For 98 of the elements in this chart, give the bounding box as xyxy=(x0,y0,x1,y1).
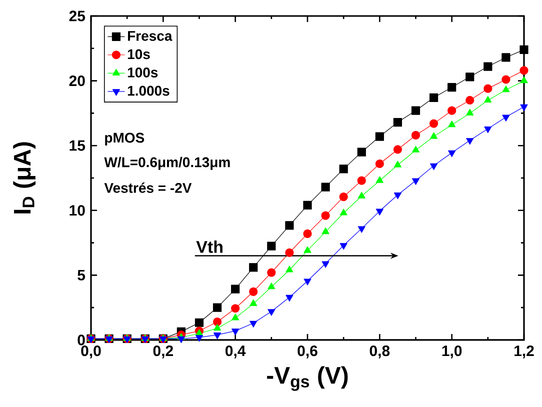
point xyxy=(268,309,276,316)
point xyxy=(466,96,474,105)
x-tick-label: 0,2 xyxy=(153,346,173,358)
point xyxy=(322,227,330,234)
point xyxy=(429,93,438,102)
point xyxy=(357,176,366,185)
point xyxy=(520,104,528,112)
point xyxy=(285,248,294,257)
point xyxy=(357,148,366,156)
point xyxy=(267,268,276,277)
point xyxy=(394,160,402,168)
annotation: Vestrés = -2V xyxy=(104,182,192,193)
point xyxy=(250,299,258,306)
legend-label: 10s xyxy=(128,49,150,60)
point xyxy=(484,126,492,134)
point xyxy=(448,106,456,115)
point xyxy=(303,229,312,238)
point xyxy=(358,192,366,198)
point xyxy=(412,178,420,185)
point xyxy=(232,328,240,336)
point xyxy=(177,336,185,343)
point xyxy=(340,243,348,250)
annotation: pMOS xyxy=(105,132,144,146)
point xyxy=(466,108,474,116)
y-tick-label: 20 xyxy=(69,75,85,86)
point xyxy=(411,106,420,115)
y-tick-label: 10 xyxy=(70,205,85,216)
y-tick-label: 15 xyxy=(70,140,86,151)
point xyxy=(250,320,258,328)
point xyxy=(520,66,528,75)
point xyxy=(502,53,510,62)
point xyxy=(195,335,204,342)
point xyxy=(358,226,366,233)
point xyxy=(249,287,258,296)
point xyxy=(376,176,384,183)
point xyxy=(321,182,330,192)
legend-label: Fresca xyxy=(128,31,172,41)
y-axis-title: I$_{D}$ (μA) xyxy=(13,142,36,214)
point xyxy=(520,76,528,84)
point xyxy=(232,314,240,320)
x-tick-label: 1,2 xyxy=(514,346,534,358)
point xyxy=(502,86,510,92)
point xyxy=(502,114,510,122)
y-tick-label: 25 xyxy=(69,10,86,22)
x-tick-label: 1,0 xyxy=(442,346,462,358)
point xyxy=(466,72,474,82)
annotation: Vth xyxy=(196,240,222,253)
point xyxy=(466,138,474,145)
point xyxy=(448,150,456,158)
point xyxy=(412,146,420,152)
point xyxy=(484,84,492,93)
legend-label: 1.000s xyxy=(128,86,170,96)
point xyxy=(339,192,348,202)
annotation: W/L=0.6μm/0.13μm xyxy=(104,156,230,170)
point xyxy=(394,192,402,200)
point xyxy=(304,246,312,253)
point xyxy=(267,242,276,250)
y-tick-label: 5 xyxy=(78,270,86,280)
point xyxy=(502,75,510,84)
point xyxy=(339,164,348,174)
point xyxy=(393,118,402,127)
point xyxy=(231,284,240,294)
x-tick-label: 0,8 xyxy=(370,346,390,358)
legend-label: 100s xyxy=(128,68,158,78)
point xyxy=(411,130,420,140)
point xyxy=(430,132,438,139)
point xyxy=(484,96,492,103)
point xyxy=(285,221,294,230)
point xyxy=(304,278,312,286)
point xyxy=(448,120,456,128)
point xyxy=(393,145,402,154)
y-tick-label: 0 xyxy=(78,334,85,346)
point xyxy=(484,62,492,71)
point xyxy=(249,263,258,272)
point xyxy=(303,200,312,210)
point xyxy=(231,304,240,313)
point xyxy=(375,132,384,141)
x-tick-label: 0,0 xyxy=(81,346,101,358)
point xyxy=(286,294,294,302)
point xyxy=(214,332,222,340)
point xyxy=(448,82,456,92)
x-tick-label: 0,4 xyxy=(226,346,246,358)
point xyxy=(520,45,528,54)
point xyxy=(322,261,330,268)
point xyxy=(212,318,222,326)
point xyxy=(429,119,438,128)
point xyxy=(214,324,222,331)
x-axis-title: -V$_{gs}$ (V) xyxy=(267,366,348,391)
point xyxy=(376,208,384,216)
point xyxy=(375,159,384,168)
point xyxy=(286,266,294,272)
x-tick-label: 0,6 xyxy=(298,346,318,358)
point xyxy=(212,303,222,312)
point xyxy=(430,163,438,170)
point xyxy=(194,318,204,327)
point xyxy=(340,208,348,216)
point xyxy=(321,211,330,220)
point xyxy=(268,282,276,290)
